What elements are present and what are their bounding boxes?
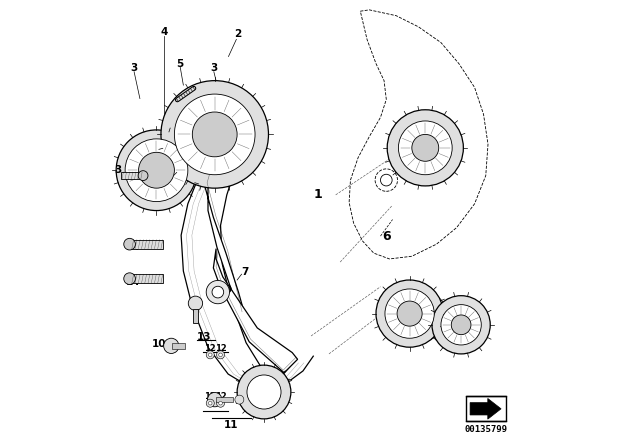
Text: 3: 3 [131, 63, 138, 73]
Bar [130, 274, 163, 283]
Bar [121, 172, 143, 179]
Text: 6: 6 [382, 229, 390, 243]
Circle shape [376, 280, 444, 347]
Polygon shape [204, 167, 244, 314]
Circle shape [235, 395, 244, 404]
Text: 4: 4 [161, 27, 168, 37]
Text: 8: 8 [192, 299, 199, 309]
Bar [172, 343, 185, 349]
Text: 5: 5 [177, 59, 184, 69]
Circle shape [164, 338, 179, 353]
Text: 14: 14 [125, 242, 140, 252]
Circle shape [216, 351, 225, 359]
Text: 3: 3 [115, 165, 122, 175]
Circle shape [207, 392, 222, 407]
Text: 2: 2 [234, 29, 241, 39]
Text: 9: 9 [225, 285, 232, 295]
Text: 13: 13 [197, 332, 212, 342]
Circle shape [247, 375, 281, 409]
Circle shape [212, 286, 224, 298]
Text: 11: 11 [224, 420, 239, 430]
Circle shape [412, 134, 439, 161]
Circle shape [138, 171, 148, 181]
Circle shape [209, 353, 212, 357]
Circle shape [175, 94, 255, 175]
Circle shape [188, 296, 203, 310]
Circle shape [206, 399, 214, 407]
Circle shape [124, 273, 136, 284]
Circle shape [432, 296, 490, 354]
Circle shape [216, 399, 225, 407]
Circle shape [193, 112, 237, 157]
Polygon shape [213, 249, 298, 373]
Text: 1: 1 [314, 188, 322, 202]
Polygon shape [470, 398, 501, 419]
Circle shape [206, 351, 214, 359]
Text: 12: 12 [204, 392, 216, 401]
Circle shape [397, 301, 422, 326]
Circle shape [124, 238, 136, 250]
Circle shape [237, 365, 291, 419]
Text: 12: 12 [214, 344, 227, 353]
Circle shape [139, 152, 175, 188]
Circle shape [387, 110, 463, 186]
Text: 14: 14 [125, 277, 140, 287]
Circle shape [441, 305, 481, 345]
Bar [130, 240, 163, 249]
Bar [466, 396, 506, 421]
Circle shape [116, 130, 197, 211]
Circle shape [451, 315, 471, 335]
Circle shape [161, 81, 269, 188]
Text: 12: 12 [204, 344, 216, 353]
Text: 10: 10 [152, 339, 166, 349]
Text: 12: 12 [214, 392, 227, 401]
Bar [216, 397, 233, 402]
Text: 00135799: 00135799 [464, 425, 508, 434]
Circle shape [385, 289, 434, 338]
Bar [193, 309, 198, 323]
Text: 7: 7 [241, 267, 249, 277]
Circle shape [398, 121, 452, 175]
Circle shape [219, 353, 222, 357]
Circle shape [209, 401, 212, 405]
Circle shape [206, 280, 230, 304]
Circle shape [125, 139, 188, 202]
Circle shape [219, 401, 222, 405]
Text: 3: 3 [210, 63, 218, 73]
